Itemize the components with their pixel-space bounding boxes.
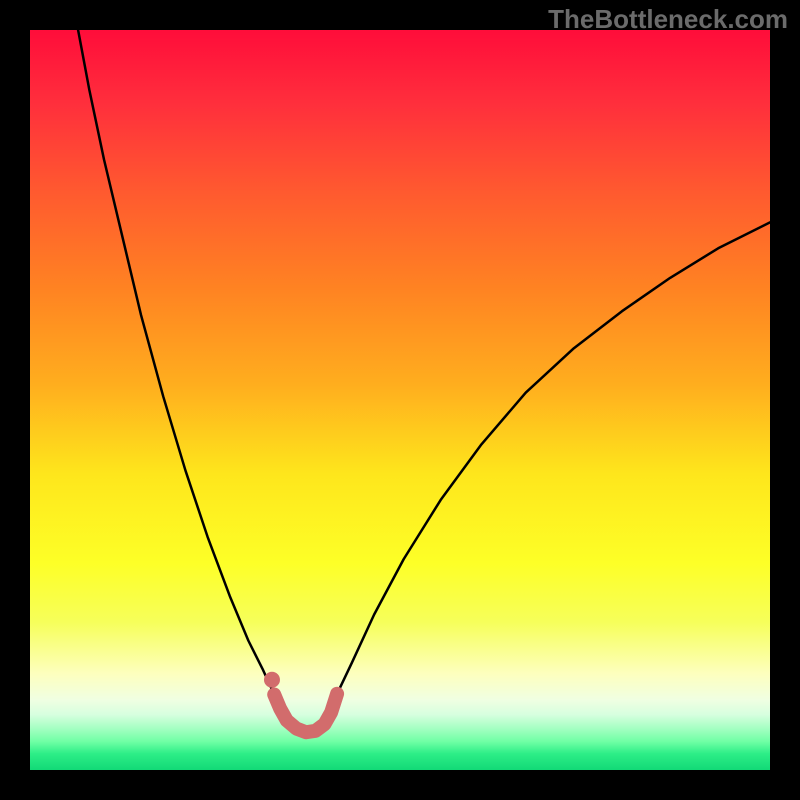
watermark-text: TheBottleneck.com xyxy=(548,4,788,35)
valley-dot-icon xyxy=(264,672,280,688)
chart-svg xyxy=(30,30,770,770)
gradient-background xyxy=(30,30,770,770)
plot-area xyxy=(30,30,770,770)
chart-container: TheBottleneck.com xyxy=(0,0,800,800)
